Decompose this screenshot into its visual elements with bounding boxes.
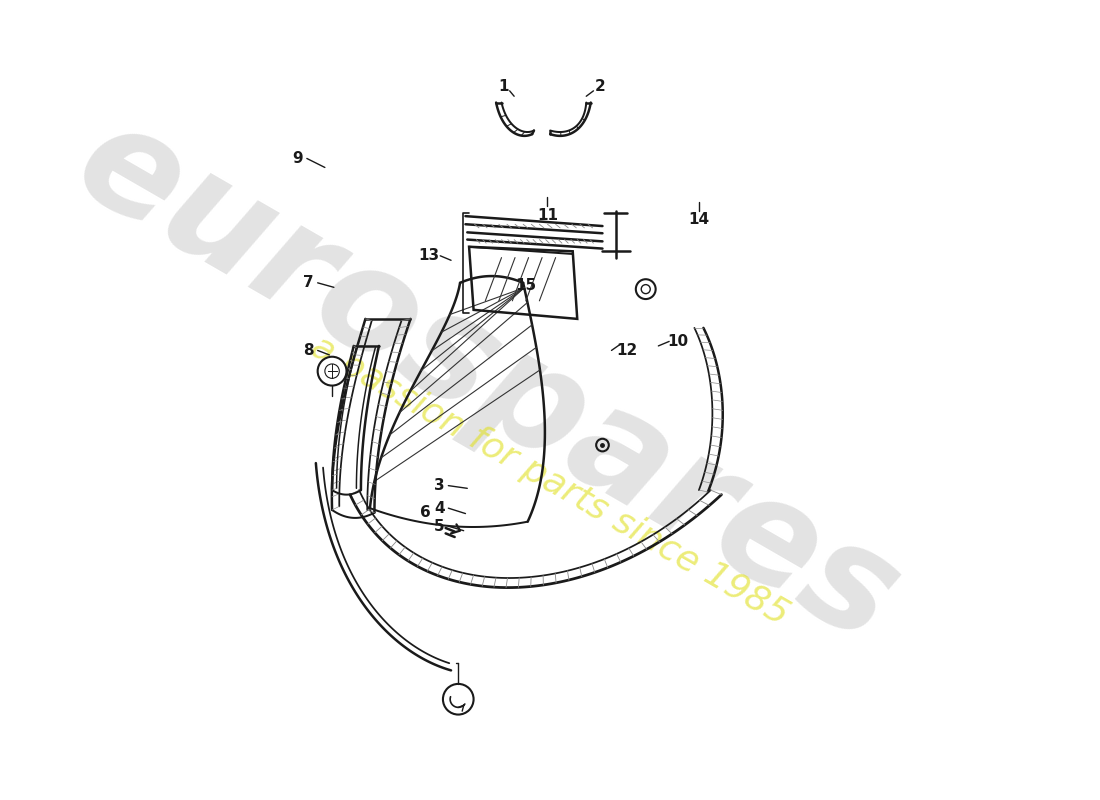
Text: 3: 3 <box>434 478 444 493</box>
Text: 4: 4 <box>434 501 444 516</box>
Text: 2: 2 <box>594 79 605 94</box>
Text: 1: 1 <box>498 79 508 94</box>
Text: a passion for parts since 1985: a passion for parts since 1985 <box>306 330 795 632</box>
Text: 10: 10 <box>668 334 689 349</box>
Text: 7: 7 <box>304 275 313 290</box>
Text: 6: 6 <box>419 505 430 520</box>
Text: 14: 14 <box>689 212 710 227</box>
Text: eurospares: eurospares <box>53 90 922 674</box>
Text: 8: 8 <box>304 343 313 358</box>
Text: 5: 5 <box>434 518 444 534</box>
Circle shape <box>318 357 346 386</box>
Text: 9: 9 <box>293 151 304 166</box>
Text: 12: 12 <box>616 343 637 358</box>
Text: 11: 11 <box>537 208 558 222</box>
Text: 13: 13 <box>418 248 439 263</box>
Text: 15: 15 <box>515 278 537 293</box>
